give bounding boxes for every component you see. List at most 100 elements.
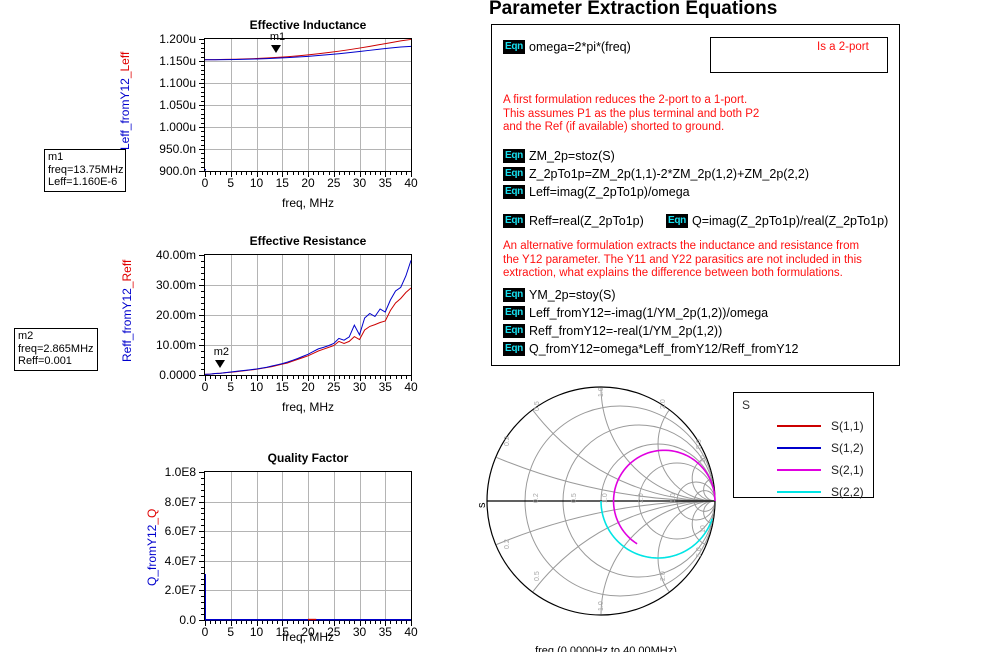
- chart2-marker-line3: Reff=0.001: [18, 355, 72, 367]
- chart2-title: Effective Resistance: [249, 234, 367, 248]
- y-minor-tick: [201, 87, 204, 89]
- eqn-badge-icon: Eqn: [503, 288, 525, 302]
- x-minor-tick: [266, 172, 268, 175]
- two-port-box[interactable]: [710, 37, 888, 73]
- x-minor-tick: [277, 172, 279, 175]
- y-tick-mark: [199, 255, 204, 256]
- x-tick-label: 25: [327, 176, 341, 190]
- chart1-marker-line2: freq=13.75MHz: [48, 163, 124, 176]
- smith-grid-label: 10: [700, 525, 707, 533]
- marker-triangle-icon[interactable]: [270, 44, 281, 53]
- y-tick-mark: [199, 127, 204, 128]
- x-minor-tick: [380, 621, 382, 624]
- x-minor-tick: [220, 621, 222, 624]
- note1-line1: A first formulation reduces the 2-port t…: [503, 94, 748, 106]
- legend-label-s22: S(2,2): [831, 485, 864, 499]
- smith-grid-label: 5.0: [670, 493, 677, 503]
- y-minor-tick: [201, 537, 204, 539]
- y-minor-tick: [201, 291, 204, 292]
- y-minor-tick: [201, 489, 204, 491]
- equation-row-zm2p[interactable]: Eqn ZM_2p=stoz(S): [503, 149, 615, 163]
- eqn-badge-icon: Eqn: [503, 185, 525, 199]
- legend-item-s21[interactable]: S(2,1): [777, 463, 864, 477]
- x-minor-tick: [344, 172, 346, 175]
- y-tick-label: 1.100u: [159, 76, 196, 90]
- y-minor-tick: [201, 525, 204, 527]
- y-minor-tick: [201, 47, 204, 49]
- marker-triangle-icon[interactable]: [214, 360, 225, 368]
- y-minor-tick: [201, 369, 204, 370]
- x-minor-tick: [333, 172, 335, 177]
- y-tick-mark: [199, 501, 204, 503]
- y-minor-tick: [201, 118, 204, 120]
- legend-swatch-s21: [777, 469, 821, 471]
- y-minor-tick: [201, 43, 204, 45]
- chart1-plot-area[interactable]: [204, 38, 412, 172]
- x-minor-tick: [261, 621, 263, 624]
- y-minor-tick: [201, 566, 204, 568]
- x-minor-tick: [235, 376, 237, 379]
- chart1-marker-box[interactable]: m1 freq=13.75MHz Leff=1.160E-6: [44, 149, 126, 192]
- y-tick-label: 2.0E7: [164, 583, 196, 598]
- chart2-x-axis-title: freq, MHz: [281, 400, 334, 414]
- x-minor-tick: [225, 172, 227, 175]
- x-minor-tick: [400, 172, 402, 175]
- x-minor-tick: [344, 376, 346, 379]
- gridline-vertical: [282, 255, 284, 375]
- equation-row-omega[interactable]: Eqn omega=2*pi*(freq): [503, 40, 631, 54]
- x-minor-tick: [344, 621, 346, 624]
- y-tick-label: 20.00m: [155, 308, 196, 322]
- y-tick-label: 1.200u: [159, 32, 196, 46]
- equation-row-z2pto1p[interactable]: Eqn Z_2pTo1p=ZM_2p(1,1)-2*ZM_2p(1,2)+ZM_…: [503, 167, 809, 181]
- equation-row-q[interactable]: Eqn Q=imag(Z_2pTo1p)/real(Z_2pTo1p): [666, 214, 888, 228]
- note-first-formulation: A first formulation reduces the 2-port t…: [503, 94, 759, 135]
- smith-grid-label: 1.0: [602, 493, 609, 503]
- y-minor-tick: [201, 144, 204, 146]
- x-minor-tick: [374, 621, 376, 624]
- x-minor-tick: [297, 621, 299, 624]
- x-tick-label: 10: [249, 176, 264, 190]
- y-tick-mark: [199, 149, 204, 150]
- note2-line1: An alternative formulation extracts the …: [503, 240, 860, 252]
- x-minor-tick: [411, 172, 412, 177]
- x-minor-tick: [369, 376, 371, 379]
- equation-row-leff[interactable]: Eqn Leff=imag(Z_2pTo1p)/omega: [503, 185, 690, 199]
- equation-row-ym2p[interactable]: Eqn YM_2p=stoy(S): [503, 288, 616, 302]
- x-minor-tick: [405, 172, 407, 175]
- chart1-marker-line3: Leff=1.160E-6: [48, 176, 118, 188]
- smith-chart[interactable]: 1.0 2.0 5.0 10 0.5 0.2 0.2 0.5 1.0 2.0 5.0 10 0.5 1.0…: [486, 385, 726, 620]
- x-minor-tick: [364, 376, 366, 379]
- equation-row-reff-fromy12[interactable]: Eqn Reff_fromY12=-real(1/YM_2p(1,2)): [503, 324, 722, 338]
- legend-swatch-s12: [777, 447, 821, 449]
- equation-row-q-fromy12[interactable]: Eqn Q_fromY12=omega*Leff_fromY12/Reff_fr…: [503, 342, 798, 356]
- x-minor-tick: [333, 376, 335, 381]
- smith-reactance-arc-10: [703, 477, 715, 502]
- x-tick-label: 35: [378, 176, 392, 190]
- y-tick-label: 6.0E7: [164, 524, 196, 539]
- smith-trace-s21: [612, 449, 716, 545]
- x-minor-tick: [374, 376, 376, 379]
- x-minor-tick: [220, 376, 222, 379]
- legend-item-s12[interactable]: S(1,2): [777, 441, 864, 455]
- x-minor-tick: [261, 376, 263, 379]
- two-port-label: Is a 2-port: [817, 41, 869, 53]
- x-minor-tick: [235, 172, 237, 175]
- y-minor-tick: [201, 52, 204, 54]
- equation-row-leff-fromy12[interactable]: Eqn Leff_fromY12=-imag(1/YM_2p(1,2))/ome…: [503, 306, 768, 320]
- chart2-marker-box[interactable]: m2 freq=2.865MHz Reff=0.001: [14, 328, 98, 371]
- chart2-plot-area[interactable]: [204, 254, 412, 376]
- gridline-vertical: [333, 472, 335, 620]
- equation-row-reff[interactable]: Eqn Reff=real(Z_2pTo1p): [503, 214, 644, 228]
- legend-item-s11[interactable]: S(1,1): [777, 419, 864, 433]
- chart1-y-axis-title-part1: Leff_fromY12: [118, 78, 132, 150]
- legend-swatch-s22: [777, 491, 821, 493]
- chart-traces: [204, 38, 412, 171]
- y-tick-label: 1.050u: [159, 98, 196, 112]
- y-minor-tick: [201, 303, 204, 304]
- y-tick-label: 1.0E8: [164, 465, 196, 479]
- x-minor-tick: [251, 376, 253, 379]
- gridline-vertical: [308, 39, 309, 171]
- legend-item-s22[interactable]: S(2,2): [777, 485, 864, 499]
- chart3-plot-area[interactable]: [204, 471, 412, 621]
- marker-flag-label: m1: [269, 30, 286, 43]
